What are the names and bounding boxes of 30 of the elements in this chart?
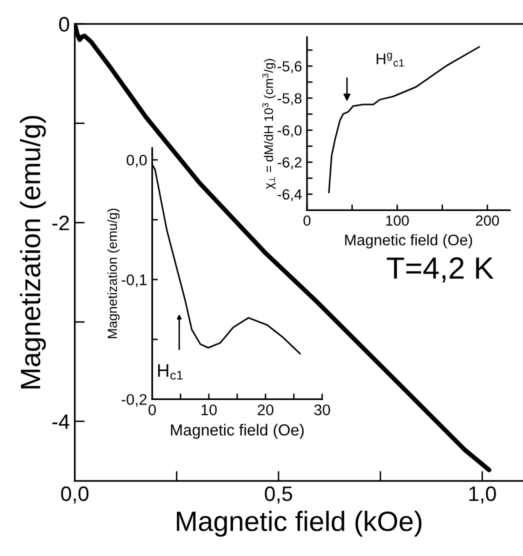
x-tick-label: 0: [148, 404, 156, 416]
x-axis-title: Magnetic field (kOe): [176, 510, 422, 537]
y-axis-title: Magnetization (emu/g): [107, 208, 120, 338]
y-axis-title: Magnetization (emu/g): [20, 116, 46, 388]
y-tick-label: -6,4: [278, 189, 302, 202]
y-tick-label: -0,2: [122, 394, 147, 407]
x-axis-title: Magnetic field (Oe): [171, 424, 304, 439]
y-tick-label: -5,8: [278, 93, 302, 106]
x-tick-label: 20: [258, 404, 274, 416]
y-tick-label: -6,0: [278, 125, 302, 138]
x-tick-label: 0: [304, 215, 310, 226]
annotation: H$_{c1}$: [158, 364, 183, 380]
x-axis-title: Magnetic field (Oe): [345, 234, 472, 248]
x-tick-label: 200: [476, 215, 499, 226]
x-tick-label: 10: [202, 404, 217, 416]
annotation: T=4,2 K: [386, 257, 494, 283]
y-tick-label: 0,0: [126, 154, 147, 168]
annotation: H$^{g}$$_{c1}$: [376, 52, 404, 67]
x-tick-label: 0,5: [264, 486, 292, 504]
x-tick-label: 1,0: [469, 486, 496, 504]
x-tick-label: 100: [386, 215, 409, 226]
line-series: [328, 46, 480, 194]
y-tick-label: -5,6: [278, 61, 302, 74]
y-tick-label: -4: [52, 414, 70, 429]
y-tick-label: -2: [52, 216, 69, 230]
x-tick-label: 30: [314, 404, 330, 416]
y-tick-label: -0,1: [122, 274, 147, 288]
y-tick-label: 0: [59, 16, 70, 32]
y-tick-label: -6,2: [278, 157, 302, 170]
y-axis-title: χ$_{⊥}$ = dM/dH 10$^{3}$ (cm$^{3}$/g): [262, 59, 276, 190]
